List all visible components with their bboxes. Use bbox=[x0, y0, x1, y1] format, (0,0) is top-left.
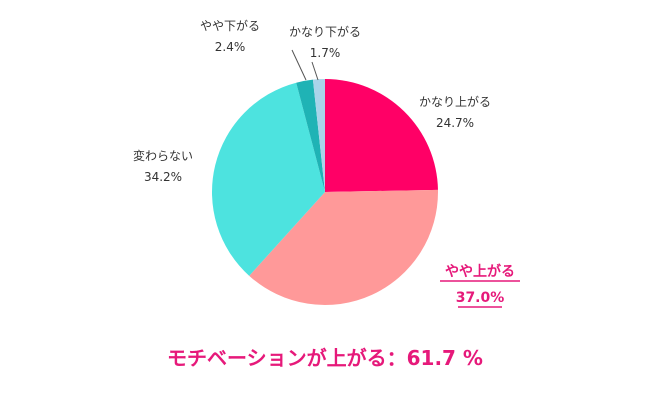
label-kawaranai-value: 34.2% bbox=[144, 170, 182, 184]
label-yaya-sagaru-name: やや下がる bbox=[200, 18, 260, 33]
label-yaya-sagaru-value: 2.4% bbox=[215, 40, 246, 54]
pie-slice-kanari-sagaru bbox=[312, 79, 325, 192]
label-kawaranai-name: 変わらない bbox=[133, 148, 193, 163]
label-kanari-agaru-value: 24.7% bbox=[436, 116, 474, 130]
summary-text: モチベーションが上がる：61.7 % bbox=[167, 346, 483, 370]
label-kanari-agaru-name: かなり上がる bbox=[419, 94, 491, 109]
label-kanari-sagaru-name: かなり下がる bbox=[289, 24, 361, 39]
pie-slice-yaya-agaru bbox=[249, 189, 439, 306]
leader-lines bbox=[291, 49, 319, 81]
pie-slice-yaya-sagaru bbox=[296, 79, 325, 192]
pie-slice-kawaranai bbox=[211, 82, 325, 276]
pie-slices bbox=[211, 79, 439, 306]
label-yaya-agaru-name: やや上がる bbox=[445, 263, 515, 280]
leader-line-kanari-sagaru bbox=[311, 61, 319, 81]
label-yaya-agaru-value: 37.0% bbox=[456, 290, 505, 306]
pie-slice-kanari-agaru bbox=[325, 79, 438, 192]
slice-labels: かなり上がる 24.7% やや上がる 37.0% 変わらない 34.2% やや下… bbox=[133, 18, 520, 308]
label-kanari-sagaru-value: 1.7% bbox=[310, 46, 341, 60]
leader-line-yaya-sagaru bbox=[291, 49, 307, 81]
